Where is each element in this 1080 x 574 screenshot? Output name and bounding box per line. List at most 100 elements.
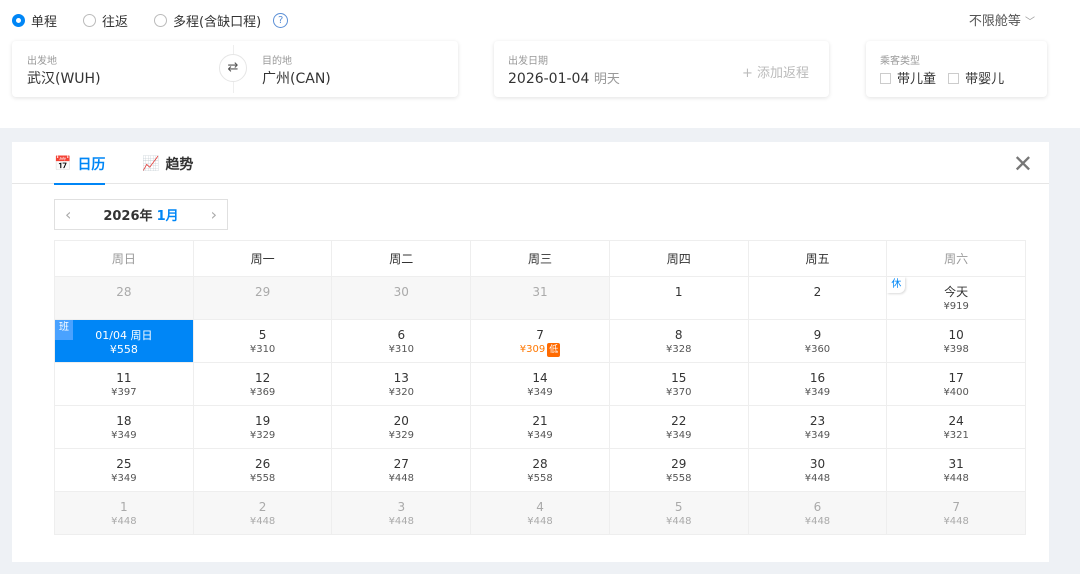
calendar-day[interactable]: 8 ¥328 [609,320,749,363]
tab-bar: 📅 日历 📈 趋势 ✕ [12,142,1049,185]
calendar-day[interactable]: 30 ¥448 [748,449,888,492]
day-number: 25 [116,457,132,471]
calendar-day[interactable]: 26 ¥558 [193,449,333,492]
day-price: ¥448 [943,473,969,484]
calendar-day[interactable]: 11 ¥397 [55,363,194,406]
calendar-day[interactable]: 23 ¥349 [748,406,888,449]
calendar-day[interactable]: 22 ¥349 [609,406,749,449]
calendar-day[interactable]: 17 ¥400 [887,363,1027,406]
to-label: 目的地 [262,56,292,67]
from-value: 武汉(WUH) [27,71,101,87]
calendar-day[interactable]: 2 [748,277,888,320]
tab-calendar[interactable]: 📅 日历 [54,154,106,185]
day-price: ¥448 [804,473,831,484]
swap-button[interactable]: ⇄ [219,54,247,82]
infant-checkbox[interactable]: 带婴儿 [948,72,1004,87]
trip-type-group: 单程 往返 多程(含缺口程) ? [12,11,289,30]
day-number: 6 [813,500,822,514]
calendar-week: 18 ¥349 19 ¥329 20 ¥329 21 ¥349 22 ¥349 23 ¥349 24 ¥3… [55,406,1027,449]
calendar-day[interactable]: 12 ¥369 [193,363,333,406]
chevron-right-icon[interactable]: › [210,205,217,224]
add-return-button[interactable]: + 添加返程 [742,66,810,81]
close-icon[interactable]: ✕ [1012,150,1033,178]
day-number: 9 [813,328,822,342]
calendar-grid: 周日 周一 周二 周三 周四 周五 周六 28 29 30 31 1 2 休今天 ¥919 班 01/04 周… [54,240,1027,535]
day-number: 12 [254,371,271,385]
calendar-day[interactable]: 2 ¥448 [193,492,333,535]
calendar-day[interactable]: 20 ¥329 [332,406,472,449]
day-number: 31 [532,285,548,299]
calendar-day[interactable]: 31 [471,277,610,320]
month-selector: ‹ 2026年 1月 › [54,199,228,230]
calendar-day[interactable]: 28 ¥558 [471,449,610,492]
lowest-badge: 低 [547,343,561,357]
child-checkbox[interactable]: 带儿童 [880,72,936,87]
day-number: 20 [393,414,409,428]
tab-trend[interactable]: 📈 趋势 [142,154,193,174]
calendar-day[interactable]: 1 [609,277,749,320]
help-icon[interactable]: ? [273,13,289,28]
calendar-day[interactable]: 24 ¥321 [887,406,1027,449]
calendar-day[interactable]: 9 ¥360 [748,320,888,363]
day-price: ¥448 [943,516,969,527]
day-price: ¥448 [666,516,692,527]
calendar-day[interactable]: 14 ¥349 [471,363,610,406]
calendar-day[interactable]: 31 ¥448 [887,449,1027,492]
chevron-left-icon[interactable]: ‹ [65,205,72,224]
depart-card[interactable]: 出发日期 2026-01-04 明天 + 添加返程 [494,41,829,97]
radio-icon [12,14,25,27]
calendar-day[interactable]: 休今天 ¥919 [887,277,1027,320]
cabin-select[interactable]: 不限舱等 ﹀ [969,10,1035,29]
day-number: 30 [809,457,826,471]
calendar-day[interactable]: 班 01/04 周日 ¥558 [55,320,194,363]
calendar-day[interactable]: 13 ¥320 [332,363,472,406]
trip-type-oneway[interactable]: 单程 [12,11,57,30]
calendar-day[interactable]: 3 ¥448 [332,492,472,535]
calendar-week: 1 ¥448 2 ¥448 3 ¥448 4 ¥448 5 ¥448 6 ¥448 7 ¥448 [55,492,1027,535]
calendar-day[interactable]: 28 [55,277,194,320]
calendar-day[interactable]: 5 ¥310 [193,320,333,363]
calendar-day[interactable]: 10 ¥398 [887,320,1027,363]
day-number: 5 [674,500,683,514]
calendar-day[interactable]: 29 [193,277,333,320]
day-price: ¥448 [249,516,276,527]
day-price: ¥329 [388,430,415,441]
calendar-day[interactable]: 29 ¥558 [609,449,749,492]
day-price: ¥919 [943,301,969,312]
day-price: ¥448 [388,516,415,527]
depart-value: 2026-01-04 [508,71,590,87]
calendar-day[interactable]: 7 ¥448 [887,492,1027,535]
calendar-panel: 📅 日历 📈 趋势 ✕ ‹ 2026年 1月 › 周日 周一 周二 周三 周四 周五 周六 28… [12,142,1049,562]
checkbox-icon [948,73,960,84]
trip-type-roundtrip[interactable]: 往返 [83,11,128,30]
day-price: ¥349 [527,387,553,398]
calendar-day[interactable]: 21 ¥349 [471,406,610,449]
day-price: ¥349 [804,387,831,398]
calendar-day[interactable]: 27 ¥448 [332,449,472,492]
calendar-day[interactable]: 5 ¥448 [609,492,749,535]
route-card: 出发地 武汉(WUH) ⇄ 目的地 广州(CAN) [12,41,458,97]
calendar-day[interactable]: 4 ¥448 [471,492,610,535]
calendar-day[interactable]: 6 ¥448 [748,492,888,535]
calendar-day[interactable]: 16 ¥349 [748,363,888,406]
calendar-day[interactable]: 1 ¥448 [55,492,194,535]
weekday-label: 周五 [748,241,888,277]
calendar-day[interactable]: 30 [332,277,472,320]
day-number: 11 [116,371,132,385]
calendar-day[interactable]: 15 ¥370 [609,363,749,406]
trip-type-multi[interactable]: 多程(含缺口程) [154,11,261,30]
day-price: ¥321 [943,430,969,441]
calendar-day[interactable]: 6 ¥310 [332,320,472,363]
calendar-week: 25 ¥349 26 ¥558 27 ¥448 28 ¥558 29 ¥558 30 ¥448 31 ¥4… [55,449,1027,492]
calendar-day[interactable]: 25 ¥349 [55,449,194,492]
day-number: 14 [532,371,548,385]
day-number: 7 [536,328,544,342]
day-hint: 明天 [593,72,620,87]
calendar-day[interactable]: 7 ¥309 低 [471,320,610,363]
calendar-day[interactable]: 19 ¥329 [193,406,333,449]
trend-chart-icon: 📈 [142,156,160,172]
holiday-badge: 休 [887,277,906,293]
calendar-day[interactable]: 18 ¥349 [55,406,194,449]
day-price: ¥349 [111,473,137,484]
day-price: ¥558 [249,473,276,484]
